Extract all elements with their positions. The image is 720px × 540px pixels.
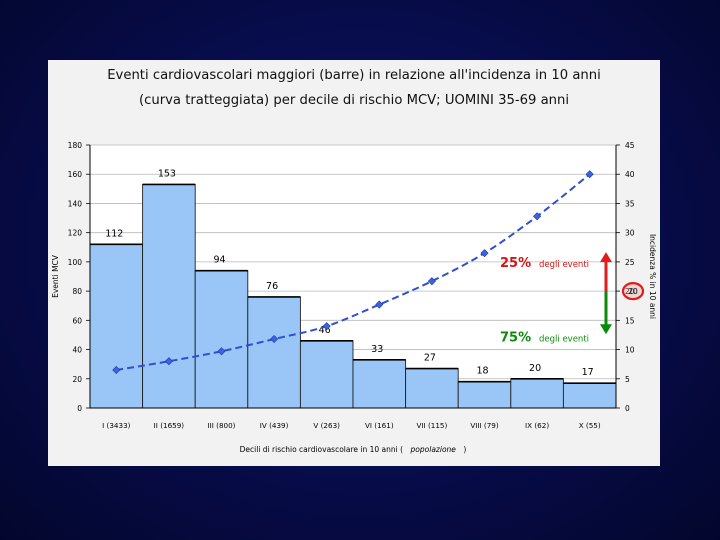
bar-value-label: 27: [424, 353, 436, 364]
bar: [562, 382, 617, 409]
bar: [405, 368, 459, 409]
x-tick-label: IV (439): [260, 421, 289, 430]
x-tick-label: X (55): [579, 421, 601, 430]
bar: [299, 340, 354, 409]
y-right-tick-label: 10: [625, 346, 635, 355]
incidence-marker: [480, 249, 489, 258]
bar-value-label: 20: [529, 363, 541, 374]
x-tick-label: IX (62): [525, 421, 549, 430]
y-right-tick-label: 40: [625, 170, 635, 179]
bar: [89, 243, 144, 409]
x-axis-title-part-2: popolazione: [403, 445, 463, 454]
x-axis-title-part-1: Decili di rischio cardiovascolare in 10 …: [240, 445, 403, 454]
x-tick-label: V (263): [313, 421, 340, 430]
bar-value-label: 94: [213, 255, 225, 266]
y-left-tick-label: 140: [68, 199, 83, 208]
x-tick-label: I (3433): [102, 421, 131, 430]
bar-value-label: 153: [158, 168, 176, 179]
bar-value-label: 46: [319, 325, 331, 336]
incidence-marker: [585, 170, 594, 179]
x-tick-label: III (800): [208, 421, 236, 430]
y-right-tick-label: 30: [625, 229, 635, 238]
bar: [194, 270, 249, 409]
y-left-tick-label: 160: [68, 170, 83, 179]
incidence-curve: [116, 173, 591, 371]
upper-percent: 25%: [500, 256, 531, 271]
incidence-marker: [270, 335, 279, 344]
x-tick-label: VI (161): [365, 421, 394, 430]
y-right-tick-label: 45: [625, 141, 635, 150]
y-left-tick-label: 80: [72, 287, 82, 296]
y-left-tick-label: 120: [68, 229, 83, 238]
bar-value-label: 112: [105, 228, 123, 239]
chart-title-line-1: Eventi cardiovascolari maggiori (barre) …: [107, 68, 601, 83]
bar: [247, 296, 301, 409]
bar: [352, 359, 407, 409]
y-right-tick-label: 5: [625, 375, 630, 384]
bar-value-label: 33: [371, 344, 383, 355]
x-tick-label: VIII (79): [470, 421, 499, 430]
green-arrow-head: [600, 324, 612, 335]
x-tick-label: VII (115): [417, 421, 448, 430]
y-left-tick-label: 0: [77, 404, 82, 413]
y-right-axis-title: Incidenza % in 10 anni: [648, 234, 657, 319]
y-left-tick-label: 180: [68, 141, 83, 150]
incidence-marker: [217, 347, 226, 356]
lower-caption: degli eventi: [539, 335, 589, 345]
threshold-circle: [621, 282, 645, 301]
threshold-label: 20: [628, 287, 638, 296]
red-arrow-head: [600, 252, 612, 263]
bar: [142, 183, 196, 409]
upper-caption: degli eventi: [539, 260, 589, 270]
y-left-tick-label: 40: [72, 346, 82, 355]
incidence-marker: [375, 300, 384, 309]
y-left-tick-label: 20: [72, 375, 82, 384]
incidence-marker: [322, 322, 331, 331]
chart-title-line-2: (curva tratteggiata) per decile di risch…: [138, 93, 570, 108]
y-right-tick-label: 15: [625, 316, 635, 325]
bar: [510, 378, 564, 409]
y-right-tick-label: 35: [625, 199, 635, 208]
bar: [457, 381, 512, 409]
y-right-tick-label: 0: [625, 404, 630, 413]
incidence-marker: [112, 365, 121, 375]
x-tick-label: II (1659): [154, 421, 185, 430]
y-left-tick-label: 100: [68, 258, 83, 267]
incidence-marker: [427, 277, 436, 286]
y-right-tick-label: 20: [625, 287, 635, 296]
y-right-tick-label: 25: [625, 258, 635, 267]
x-axis-title-part-3: ): [463, 445, 466, 454]
lower-percent: 75%: [500, 331, 531, 346]
bar-value-label: 17: [582, 367, 594, 378]
y-left-tick-label: 60: [72, 316, 82, 325]
y-left-axis-title: Eventi MCV: [51, 254, 60, 298]
x-axis-title: Decili di rischio cardiovascolare in 10 …: [240, 445, 467, 454]
incidence-marker: [164, 357, 173, 366]
bar-value-label: 76: [266, 281, 278, 292]
bar-value-label: 18: [476, 366, 488, 377]
chart-panel: Eventi cardiovascolari maggiori (barre) …: [48, 60, 660, 466]
incidence-marker: [533, 212, 542, 221]
